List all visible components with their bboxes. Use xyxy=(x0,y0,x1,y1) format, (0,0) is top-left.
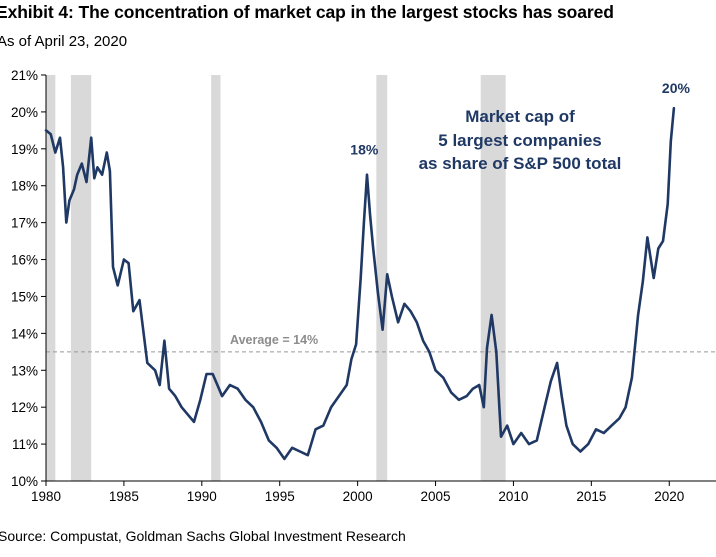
average-label: Average = 14% xyxy=(230,333,318,347)
x-tick-label: 1990 xyxy=(187,489,217,504)
series-layer xyxy=(44,106,676,461)
y-tick-label: 15% xyxy=(11,289,38,304)
x-tick-label: 1985 xyxy=(109,489,139,504)
y-tick-label: 18% xyxy=(11,179,38,194)
y-tick-label: 10% xyxy=(11,474,38,489)
y-tick-label: 17% xyxy=(11,216,38,231)
peak-2020-label: 20% xyxy=(662,80,691,96)
y-tick-label: 16% xyxy=(11,253,38,268)
series-description-line: as share of S&P 500 total xyxy=(419,154,622,173)
chart-subtitle: As of April 23, 2020 xyxy=(0,33,128,50)
series-description-line: 5 largest companies xyxy=(438,131,601,150)
y-tick-label: 20% xyxy=(11,105,38,120)
chart-source: Source: Compustat, Goldman Sachs Global … xyxy=(0,528,406,544)
recession-band-4 xyxy=(480,75,506,481)
annotations: 18% 20% Market cap of 5 largest companies as… xyxy=(350,80,690,173)
y-tick-label: 14% xyxy=(11,326,38,341)
y-tick-label: 19% xyxy=(11,142,38,157)
recession-band-3 xyxy=(376,75,388,481)
x-tick-label: 2000 xyxy=(343,489,373,504)
recession-band-2 xyxy=(211,75,221,481)
average-line: Average = 14% xyxy=(46,333,716,353)
y-tick-label: 12% xyxy=(11,400,38,415)
x-tick-label: 2010 xyxy=(498,489,528,504)
chart-title: Exhibit 4: The concentration of market c… xyxy=(0,2,614,22)
x-tick-label: 2020 xyxy=(654,489,684,504)
peak-2000-label: 18% xyxy=(350,142,379,158)
series-description-line: Market cap of xyxy=(465,107,575,126)
axes: 10% 11% 12% 13% 14% 15% 16% 17% 18% 19% 20% 21% 1980… xyxy=(11,68,716,504)
chart: Average = 14% 10% 11% 12% 13% 14% 15% 16% 17% 18… xyxy=(11,68,716,504)
y-tick-label: 13% xyxy=(11,363,38,378)
x-tick-label: 2015 xyxy=(576,489,606,504)
y-tick-label: 21% xyxy=(11,68,38,83)
x-tick-label: 1995 xyxy=(265,489,295,504)
x-tick-label: 1980 xyxy=(31,489,61,504)
recession-band-0 xyxy=(46,75,56,481)
series-line-0 xyxy=(44,106,676,461)
recession-band-1 xyxy=(70,75,92,481)
y-tick-label: 11% xyxy=(12,437,38,452)
x-tick-label: 2005 xyxy=(421,489,451,504)
